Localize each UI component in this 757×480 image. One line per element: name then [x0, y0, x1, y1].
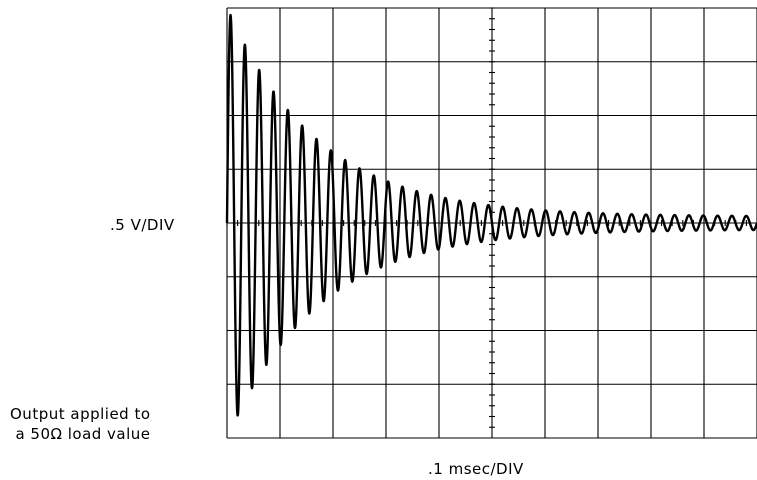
note-line-2: a 50Ω load value — [15, 425, 151, 443]
vertical-scale-label: .5 V/DIV — [110, 216, 175, 234]
load-condition-note: Output applied to a 50Ω load value — [10, 404, 151, 444]
horizontal-scale-label: .1 msec/DIV — [428, 460, 524, 478]
waveform-trace — [225, 13, 757, 417]
note-line-1: Output applied to — [10, 405, 151, 423]
